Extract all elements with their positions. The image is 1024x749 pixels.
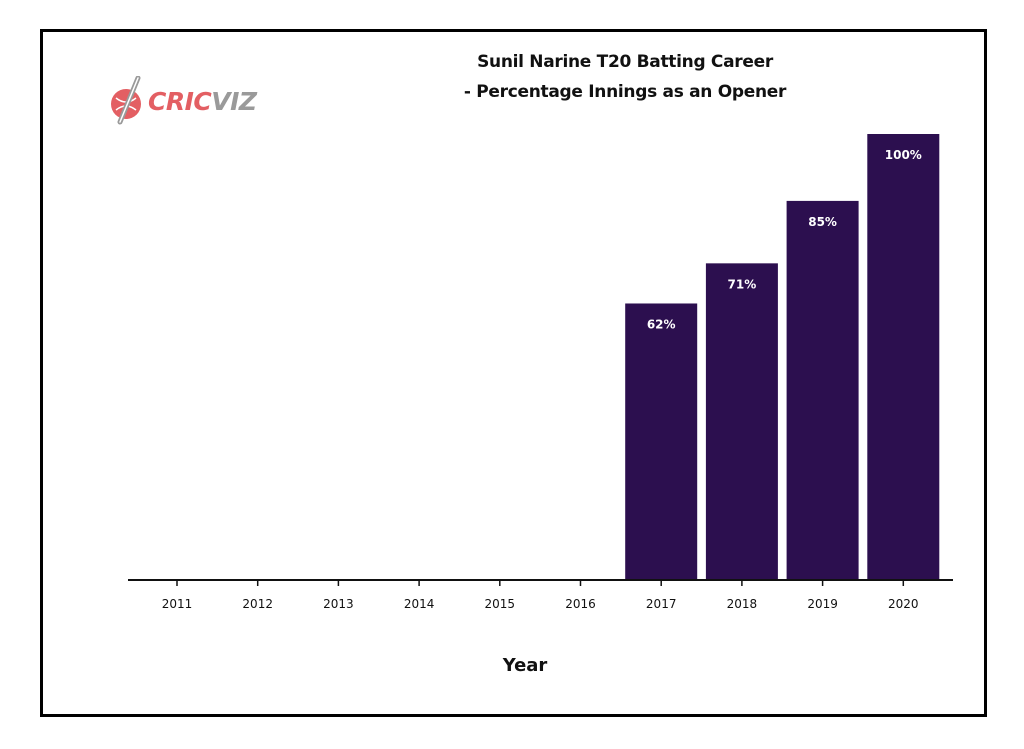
x-axis-label: Year — [502, 655, 548, 676]
chart-title-line2: - Percentage Innings as an Opener — [463, 82, 787, 102]
logo-wordmark: CRICVIZ — [148, 88, 257, 116]
x-tick-label-2015: 2015 — [485, 597, 516, 611]
data-label-2018: 71% — [728, 277, 757, 291]
x-tick-label-2014: 2014 — [404, 597, 435, 611]
data-label-2017: 62% — [647, 317, 676, 331]
cricket-ball-bat-icon — [111, 76, 141, 125]
chart-title-line1: Sunil Narine T20 Batting Career — [477, 52, 773, 72]
x-tick-label-2016: 2016 — [565, 597, 596, 611]
x-tick-label-2013: 2013 — [323, 597, 354, 611]
logo-text-cric: CRIC — [148, 87, 212, 116]
data-label-2019: 85% — [808, 215, 837, 229]
x-tick-label-2017: 2017 — [646, 597, 677, 611]
x-tick-label-2011: 2011 — [162, 597, 193, 611]
data-label-2020: 100% — [885, 148, 922, 162]
x-tick-label-2018: 2018 — [727, 597, 758, 611]
x-tick-label-2012: 2012 — [242, 597, 273, 611]
bar-2020 — [867, 134, 940, 580]
bar-2018 — [705, 263, 778, 580]
logo-text-viz: VIZ — [211, 87, 257, 116]
bar-2017 — [625, 303, 698, 580]
x-tick-label-2020: 2020 — [888, 597, 919, 611]
bar-2019 — [786, 200, 859, 580]
x-tick-label-2019: 2019 — [807, 597, 838, 611]
chart-title: Sunil Narine T20 Batting Career - Percen… — [440, 47, 810, 107]
cricviz-logo: CRICVIZ — [108, 76, 257, 126]
